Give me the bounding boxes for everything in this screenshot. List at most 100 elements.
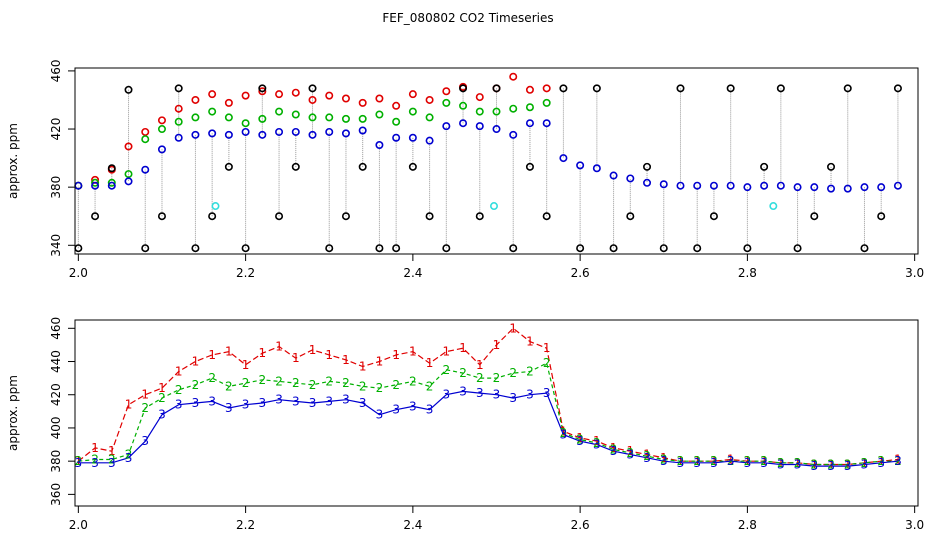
top-point-series-3: [760, 181, 769, 190]
bottom-point-series-2: 2: [476, 371, 484, 385]
bottom-point-series-1: 1: [108, 444, 116, 458]
bottom-point-series-3: 3: [75, 456, 83, 470]
top-point-series-2: [375, 110, 384, 119]
top-point-series-3: [609, 171, 618, 180]
top-point-series-1: [325, 91, 334, 100]
bottom-point-series-3: 3: [827, 459, 835, 473]
top-point-series-3: [157, 145, 166, 154]
top-point-series-ref: [375, 244, 384, 253]
top-point-series-ref: [275, 212, 284, 221]
top-point-series-ref: [341, 212, 350, 221]
panel-top: 340 380 420 460 2.0 2.2 2.4 2.6 2.8 3.0 approx. …: [6, 59, 924, 280]
top-point-series-ref: [693, 244, 702, 253]
top-point-series-3: [308, 130, 317, 139]
bottom-point-series-1: 1: [744, 454, 752, 468]
top-point-series-ref: [827, 162, 836, 171]
top-point-series-ref: [91, 212, 100, 221]
bottom-point-series-2: 2: [376, 381, 384, 395]
bottom-point-series-2: 2: [610, 443, 618, 457]
bottom-point-series-3: 3: [275, 393, 283, 407]
bottom-point-series-2: 2: [693, 454, 701, 468]
chart-title: FEF_080802 CO2 Timeseries: [382, 11, 553, 25]
top-point-series-ref: [258, 84, 267, 93]
bottom-point-series-1: 1: [693, 454, 701, 468]
bot-y-tick-label: 440: [49, 350, 63, 373]
bottom-point-series-2: 2: [677, 454, 685, 468]
top-point-series-3: [559, 154, 568, 163]
bottom-line-series-1: [77, 327, 898, 466]
bottom-point-series-1: 1: [426, 356, 434, 370]
bottom-point-series-1: 1: [225, 345, 233, 359]
top-point-series-2: [442, 98, 451, 107]
top-point-series-ref: [877, 212, 886, 221]
bottom-point-series-2: 2: [593, 436, 601, 450]
bot-x-tick-label: 2.8: [738, 518, 757, 532]
bottom-point-series-1: 1: [576, 431, 584, 445]
bottom-point-series-1: 1: [158, 381, 166, 395]
bottom-point-series-2: 2: [760, 454, 768, 468]
bottom-point-series-1: 1: [91, 441, 99, 455]
bottom-point-series-2: 2: [543, 356, 551, 370]
top-point-series-ref: [743, 244, 752, 253]
bottom-point-series-3: 3: [677, 456, 685, 470]
bottom-point-series-2: 2: [91, 453, 99, 467]
bottom-point-series-1: 1: [643, 448, 651, 462]
bottom-point-series-2: 2: [192, 378, 200, 392]
bot-y-tick-label: 360: [49, 483, 63, 506]
bottom-point-series-3: 3: [242, 398, 250, 412]
top-point-series-ref: [392, 244, 401, 253]
top-point-series-ref: [726, 84, 735, 93]
bottom-point-series-1: 1: [677, 454, 685, 468]
top-point-series-1: [141, 127, 150, 136]
top-point-series-ref: [224, 162, 233, 171]
top-point-series-2: [275, 107, 284, 116]
top-point-series-2: [141, 135, 150, 144]
top-point-series-3: [542, 119, 551, 128]
top-point-series-ref: [559, 84, 568, 93]
bottom-point-series-1: 1: [259, 346, 267, 360]
bottom-point-series-1: 1: [844, 457, 852, 471]
top-point-series-1: [124, 142, 133, 151]
bottom-point-series-3: 3: [894, 454, 902, 468]
bottom-point-series-3: 3: [493, 388, 501, 402]
bottom-point-series-2: 2: [576, 433, 584, 447]
bottom-point-series-3: 3: [225, 401, 233, 415]
bottom-point-series-3: 3: [744, 456, 752, 470]
bot-x-tick-label: 2.6: [571, 518, 590, 532]
bottom-point-series-1: 1: [459, 341, 467, 355]
bot-x-tick-label: 2.4: [403, 518, 422, 532]
top-point-series-3: [241, 127, 250, 136]
bottom-point-series-1: 1: [175, 364, 183, 378]
top-point-series-1: [224, 98, 233, 107]
top-x-axis: 2.0 2.2 2.4 2.6 2.8 3.0: [69, 254, 924, 280]
top-point-series-2: [509, 104, 518, 113]
top-point-series-2: [408, 107, 417, 116]
bottom-point-series-1: 1: [342, 353, 350, 367]
top-x-tick-label: 2.0: [69, 266, 88, 280]
bottom-point-series-1: 1: [75, 454, 83, 468]
top-point-series-3: [693, 181, 702, 190]
top-point-series-3: [258, 130, 267, 139]
bottom-point-series-3: 3: [526, 388, 534, 402]
bottom-point-series-1: 1: [443, 345, 451, 359]
bot-y-tick-label: 420: [49, 383, 63, 406]
top-point-series-ref: [241, 244, 250, 253]
top-point-series-2: [392, 117, 401, 126]
top-point-series-ref: [776, 84, 785, 93]
bottom-point-series-3: 3: [777, 457, 785, 471]
bottom-point-series-1: 1: [710, 454, 718, 468]
top-point-series-flag: [211, 202, 220, 211]
bottom-point-series-1: 1: [810, 457, 818, 471]
bottom-point-series-1: 1: [593, 434, 601, 448]
top-point-series-3: [509, 130, 518, 139]
top-point-series-3: [408, 133, 417, 142]
bottom-point-series-3: 3: [794, 457, 802, 471]
bottom-point-series-3: 3: [861, 457, 869, 471]
bottom-point-series-1: 1: [376, 355, 384, 369]
top-point-series-ref: [592, 84, 601, 93]
bottom-point-series-2: 2: [643, 449, 651, 463]
bottom-point-series-1: 1: [141, 388, 149, 402]
top-point-series-ref: [760, 162, 769, 171]
bottom-point-series-1: 1: [409, 345, 417, 359]
bottom-point-series-3: 3: [810, 459, 818, 473]
